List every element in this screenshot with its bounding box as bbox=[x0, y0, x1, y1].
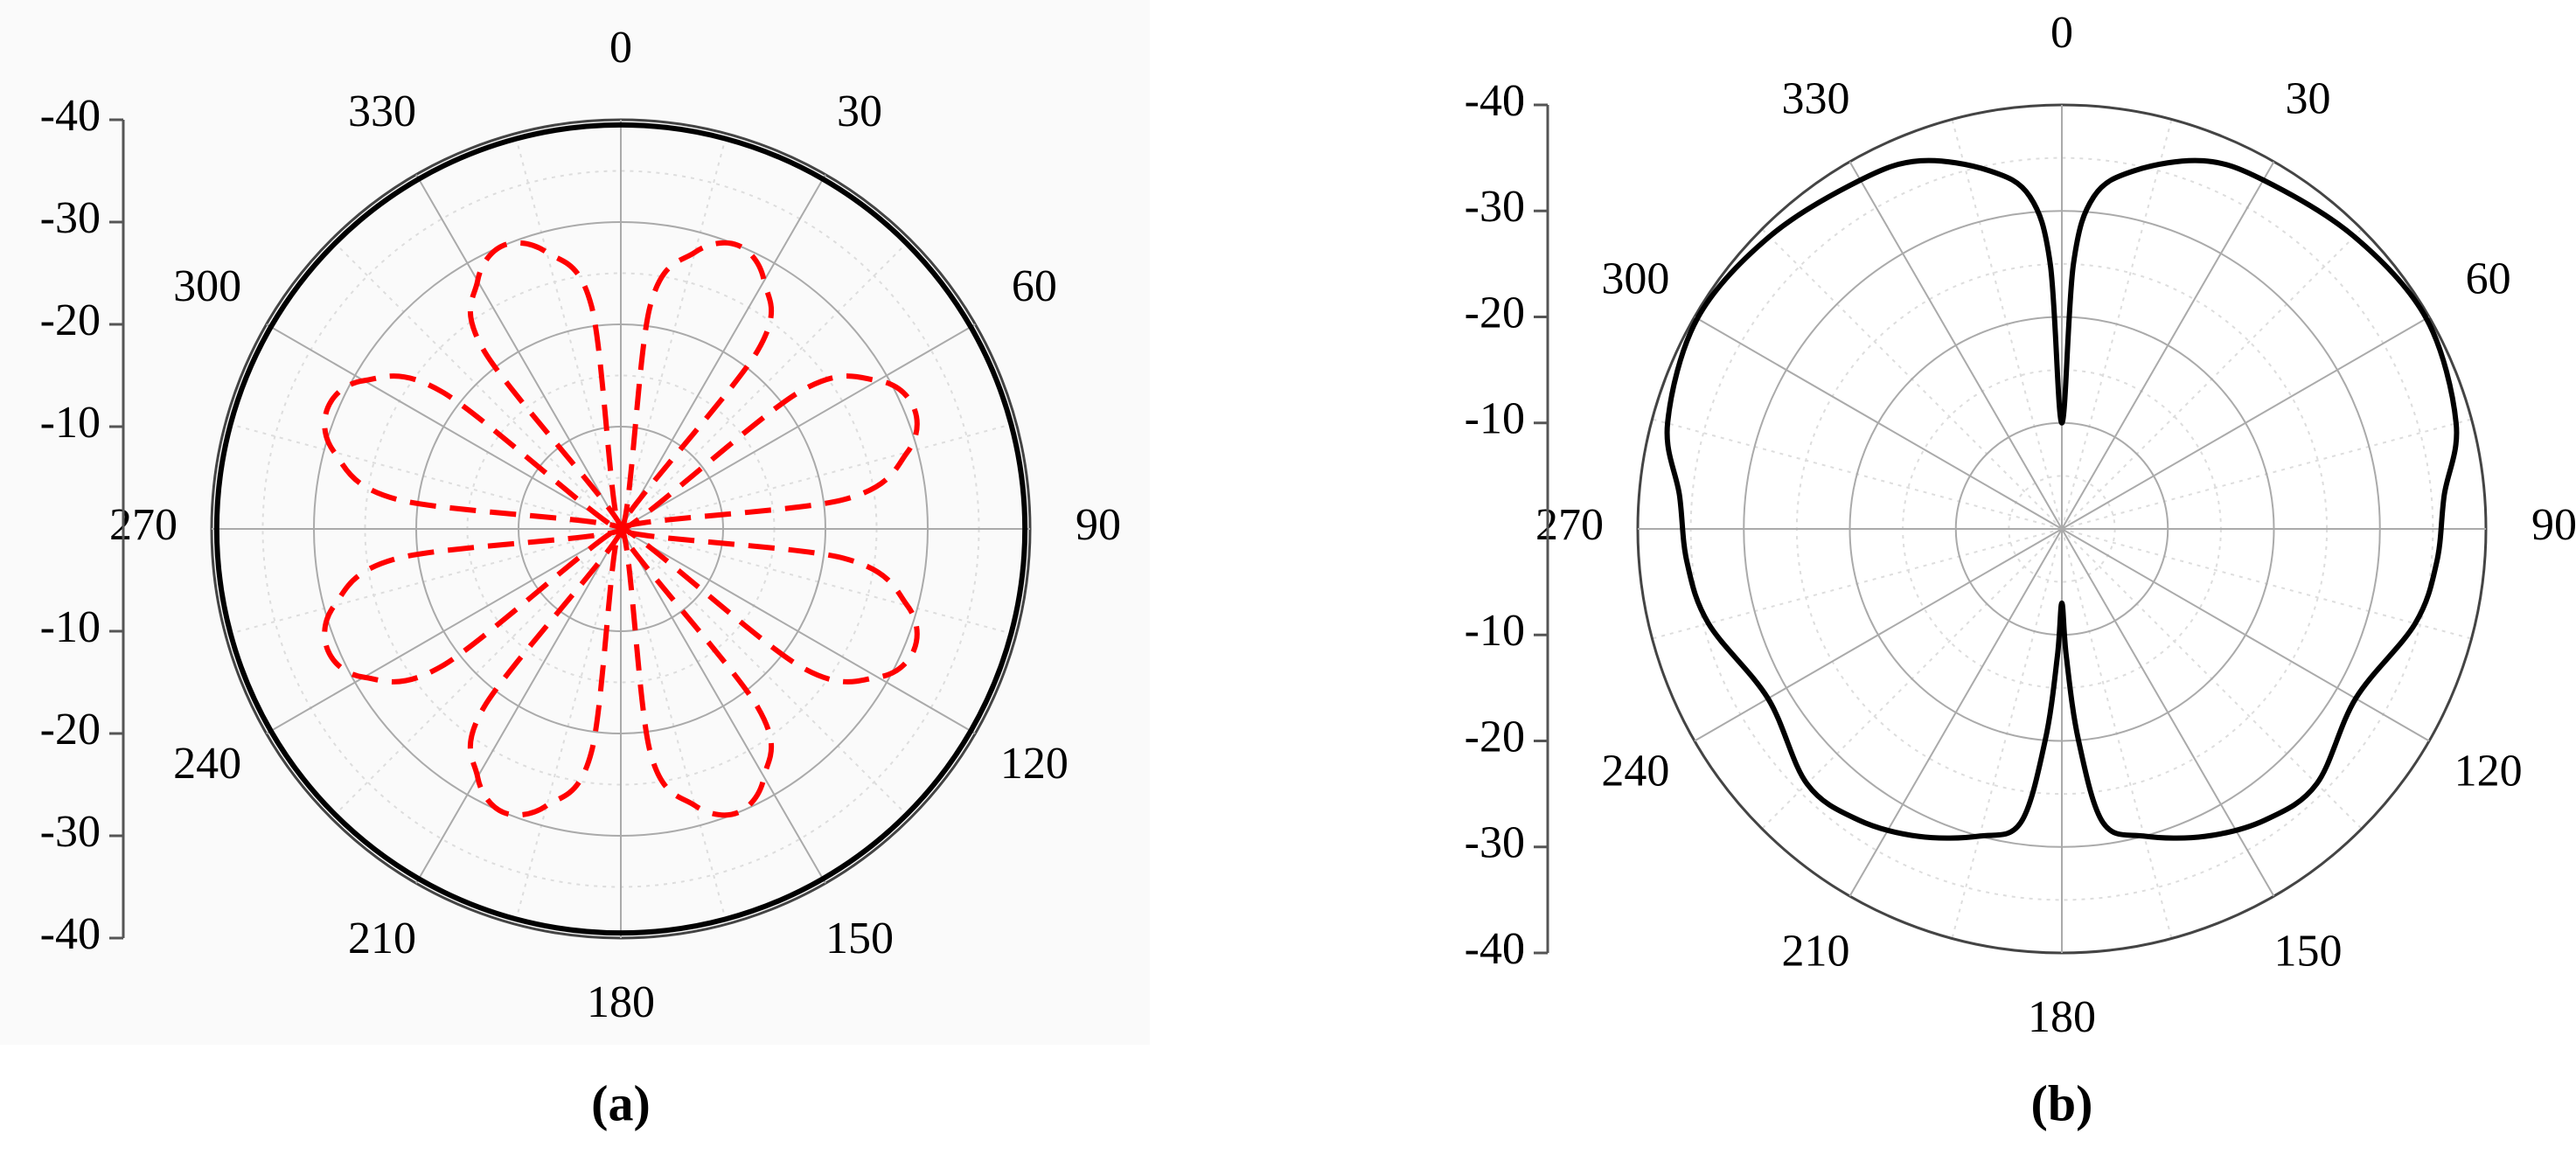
radial-tick-label: -30 bbox=[40, 193, 101, 243]
angle-label: 270 bbox=[1535, 500, 1604, 550]
radial-tick-label: -30 bbox=[40, 807, 101, 857]
grid-spoke bbox=[266, 528, 622, 734]
angle-label: 180 bbox=[587, 977, 655, 1027]
grid-spoke bbox=[1694, 528, 2063, 742]
radial-tick-label: -20 bbox=[40, 295, 101, 345]
angle-label: 0 bbox=[2050, 8, 2073, 58]
grid-spoke bbox=[415, 528, 622, 884]
angle-label: 210 bbox=[348, 914, 416, 963]
angle-label: 30 bbox=[837, 87, 882, 136]
radial-tick-label: -10 bbox=[40, 398, 101, 448]
angle-label: 60 bbox=[2466, 254, 2511, 303]
angle-label: 90 bbox=[2531, 500, 2576, 550]
radial-tick-label: -30 bbox=[1465, 182, 1525, 232]
radial-tick-label: -40 bbox=[1465, 76, 1525, 126]
angle-label: 150 bbox=[2274, 927, 2343, 977]
series-line bbox=[213, 122, 1028, 936]
angle-label: 240 bbox=[1601, 746, 1669, 796]
grid-spoke bbox=[1694, 316, 2063, 530]
angle-label: 0 bbox=[609, 23, 632, 73]
radial-tick-label: 0 bbox=[78, 909, 101, 959]
radial-tick-label: -10 bbox=[1465, 394, 1525, 444]
caption: (b) bbox=[2031, 1074, 2093, 1131]
radial-tick-label: -20 bbox=[1465, 712, 1525, 761]
angle-label: 180 bbox=[2028, 992, 2096, 1042]
grid-spoke bbox=[620, 174, 826, 530]
angle-label: 300 bbox=[173, 261, 241, 311]
angle-label: 120 bbox=[1000, 739, 1069, 789]
radial-tick-label: -40 bbox=[1465, 924, 1525, 974]
caption: (a) bbox=[591, 1074, 651, 1131]
radial-tick-label: -20 bbox=[40, 705, 101, 754]
angle-label: 330 bbox=[1782, 73, 1850, 123]
minor-grid bbox=[620, 528, 1017, 636]
grid-spoke bbox=[2061, 528, 2275, 897]
radial-tick-label: -10 bbox=[1465, 606, 1525, 656]
angle-label: 270 bbox=[109, 500, 178, 550]
angle-label: 300 bbox=[1601, 254, 1669, 303]
minor-grid bbox=[620, 421, 1017, 530]
radial-tick-label: -10 bbox=[40, 602, 101, 652]
angle-label: 210 bbox=[1782, 927, 1850, 977]
minor-grid bbox=[513, 528, 622, 925]
grid-spoke bbox=[2061, 161, 2275, 530]
grid-spoke bbox=[266, 323, 622, 530]
radial-tick-label: 0 bbox=[78, 91, 101, 141]
grid-spoke bbox=[415, 174, 622, 530]
angle-label: 120 bbox=[2454, 746, 2523, 796]
angle-label: 240 bbox=[173, 739, 241, 789]
angle-label: 330 bbox=[348, 87, 416, 136]
minor-grid bbox=[620, 528, 728, 925]
angle-label: 60 bbox=[1012, 261, 1057, 311]
radial-tick-label: -40 bbox=[40, 909, 101, 959]
grid-spoke bbox=[620, 323, 976, 530]
radial-tick-label: -30 bbox=[1465, 818, 1525, 868]
minor-grid bbox=[620, 528, 911, 819]
radial-tick-label: 0 bbox=[1502, 76, 1525, 126]
grid-spoke bbox=[620, 528, 976, 734]
series-line bbox=[322, 240, 920, 818]
radial-tick-label: -20 bbox=[1465, 288, 1525, 337]
radial-tick-label: 0 bbox=[1502, 924, 1525, 974]
grid-spoke bbox=[2061, 528, 2430, 742]
angle-label: 30 bbox=[2286, 73, 2331, 123]
grid-spoke bbox=[1848, 161, 2063, 530]
minor-grid bbox=[620, 239, 911, 530]
radial-tick-label: -40 bbox=[40, 91, 101, 141]
grid-spoke bbox=[2061, 316, 2430, 530]
angle-label: 150 bbox=[825, 914, 894, 963]
angle-label: 90 bbox=[1076, 500, 1121, 550]
series-line bbox=[1664, 157, 2460, 841]
grid-spoke bbox=[1848, 528, 2063, 897]
grid-spoke bbox=[620, 528, 826, 884]
